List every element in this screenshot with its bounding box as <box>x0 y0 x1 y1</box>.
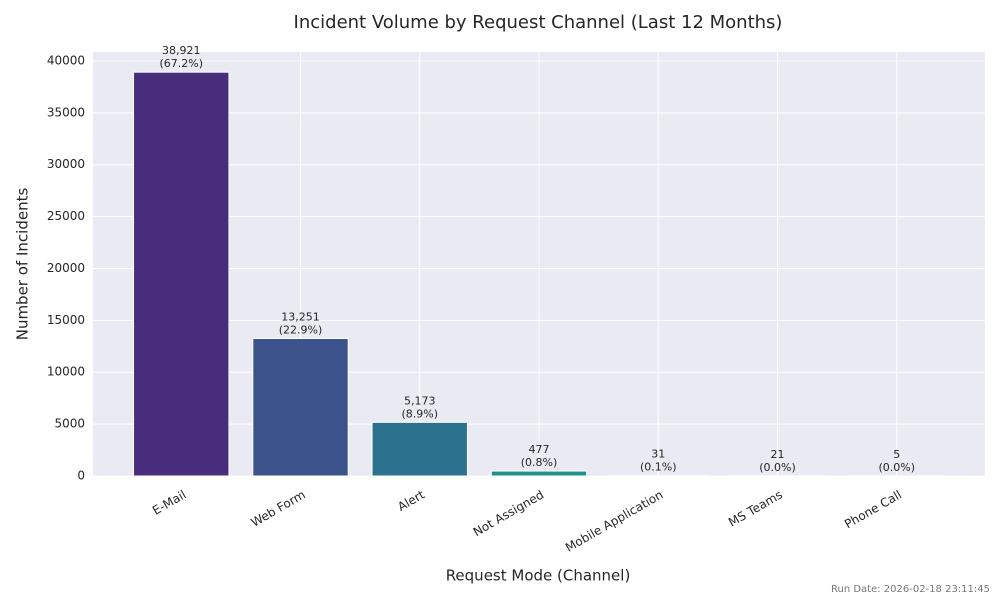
bar <box>490 470 588 477</box>
y-axis-label: Number of Incidents <box>14 188 32 341</box>
bar <box>371 421 468 477</box>
chart-title: Incident Volume by Request Channel (Last… <box>294 12 783 33</box>
x-tick-label: Web Form <box>249 488 308 530</box>
value-label: 5 <box>893 448 900 461</box>
percent-label: (0.0%) <box>878 461 915 474</box>
x-tick-label: Phone Call <box>842 488 904 532</box>
y-tick-label: 0 <box>77 469 85 483</box>
run-date: Run Date: 2026-02-18 23:11:45 <box>831 584 990 595</box>
x-axis-label: Request Mode (Channel) <box>446 567 631 585</box>
bar <box>133 71 230 477</box>
x-tick-label: Not Assigned <box>471 488 547 540</box>
percent-label: (0.1%) <box>640 461 677 474</box>
x-tick-label: Alert <box>395 487 427 514</box>
percent-label: (0.0%) <box>759 461 796 474</box>
value-label: 21 <box>771 448 785 461</box>
x-tick-label: Mobile Application <box>563 488 665 555</box>
percent-label: (22.9%) <box>279 324 323 337</box>
value-label: 13,251 <box>281 311 320 324</box>
percent-label: (8.9%) <box>401 407 438 420</box>
y-tick-label: 20000 <box>47 261 85 275</box>
y-tick-label: 30000 <box>47 157 85 171</box>
y-tick-label: 5000 <box>54 417 85 431</box>
x-tick-label: E-Mail <box>150 488 188 518</box>
value-label: 5,173 <box>404 394 436 407</box>
y-tick-label: 25000 <box>47 209 85 223</box>
x-tick-label: MS Teams <box>726 488 785 530</box>
y-tick-label: 40000 <box>47 53 85 67</box>
percent-label: (0.8%) <box>521 456 558 469</box>
y-tick-label: 35000 <box>47 105 85 119</box>
y-tick-label: 15000 <box>47 313 85 327</box>
y-tick-label: 10000 <box>47 365 85 379</box>
value-label: 477 <box>529 443 550 456</box>
bar <box>252 338 349 477</box>
value-label: 38,921 <box>162 44 201 57</box>
value-label: 31 <box>651 448 665 461</box>
percent-label: (67.2%) <box>159 57 203 70</box>
